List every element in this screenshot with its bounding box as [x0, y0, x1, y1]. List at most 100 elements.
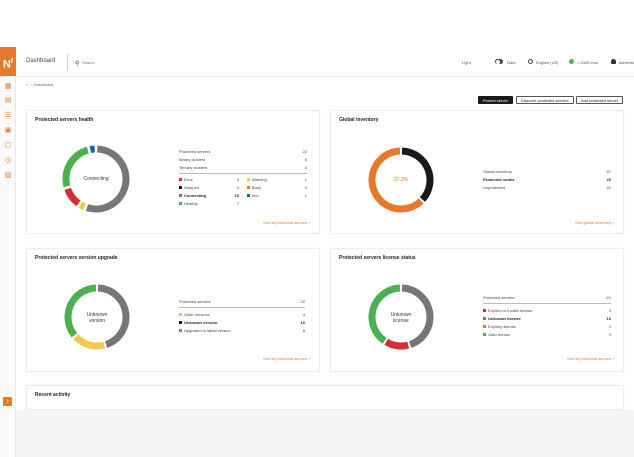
donut-slice-valid-license — [368, 284, 401, 344]
version-center-line2: version — [88, 318, 106, 324]
status-value: 3 — [236, 177, 239, 182]
see-all-protected-servers-link[interactable]: See all protected servers > — [263, 356, 311, 361]
stat-label: Ternary clusters — [179, 165, 208, 170]
discover-protected-servers-button[interactable]: Discover protected servers — [516, 96, 574, 104]
home-icon[interactable]: ⌂ — [26, 82, 30, 88]
donut-slice-error — [64, 187, 81, 207]
see-all-protected-servers-link[interactable]: See all protected servers > — [263, 220, 311, 225]
stat-label: Expiring license — [488, 324, 517, 329]
theme-toggle[interactable] — [495, 59, 503, 64]
license-stats: Protected servers 22 Expired or invalid l… — [483, 295, 611, 343]
status-value: 0 — [304, 185, 307, 190]
donut-slice-unknown-version — [97, 284, 130, 348]
add-protected-server-button[interactable]: Add protected server — [576, 96, 624, 104]
protect-server-button[interactable]: Protect server — [478, 96, 513, 104]
see-global-inventory-link[interactable]: See global inventory > — [575, 220, 615, 225]
status-list-right: Warning 1 Busy 0 Info 1 — [247, 177, 307, 217]
stat-row: Unprotected 42 — [483, 185, 611, 191]
donut-slice-upgraded-to-latest-version — [64, 284, 97, 338]
search-input[interactable] — [82, 58, 116, 66]
stat-row: Protected servers 22 — [483, 295, 611, 301]
stat-value: 4 — [302, 312, 305, 317]
recent-activity-title: Recent activity — [35, 392, 71, 398]
user-icon — [611, 59, 616, 64]
stat-value: 25 — [606, 177, 611, 182]
inventory-center-label: 37.3% — [393, 177, 409, 183]
settings-icon[interactable]: ▧ — [4, 172, 12, 179]
error-swatch — [179, 178, 182, 182]
stat-label: Binary clusters — [179, 157, 206, 162]
top-separator — [67, 54, 68, 71]
status-value: 1 — [304, 177, 307, 182]
stat-value: 10 — [300, 320, 305, 325]
license-center-line2: license — [393, 318, 409, 324]
logo-sup: f — [10, 58, 14, 65]
stat-row: Global inventory 67 — [483, 169, 611, 175]
collapse-sidebar-icon[interactable]: › — [3, 397, 12, 406]
stat-row: Expired or invalid license 3 — [483, 308, 611, 314]
connecting-swatch — [179, 194, 182, 198]
stat-label: Protected servers — [483, 295, 515, 300]
health-card: Protected servers health Connecting Prot… — [26, 110, 320, 234]
status-label: Busy — [252, 185, 261, 190]
stat-value: 3 — [608, 308, 611, 313]
stat-value: 8 — [304, 157, 307, 162]
document-icon[interactable]: ▣ — [4, 127, 12, 134]
status-label: Connecting — [184, 193, 206, 198]
breadcrumb: ⌂ › Dashboard — [26, 82, 54, 88]
language-select[interactable]: English (US) — [536, 60, 559, 65]
status-label: Healthy — [184, 201, 198, 206]
breadcrumb-current: Dashboard — [33, 82, 54, 87]
status-info: Info 1 — [247, 193, 307, 199]
globe-icon — [528, 59, 533, 64]
stat-label: Global inventory — [483, 169, 512, 174]
inventory-donut — [368, 147, 434, 213]
user-menu[interactable]: administrator — [619, 60, 634, 65]
stat-label: Unknown license — [488, 316, 521, 321]
donut-slice-expired-or-invalid-license — [384, 338, 410, 350]
calendar-icon[interactable]: ▢ — [4, 142, 12, 149]
stat-row: Expiring license 0 — [483, 324, 611, 330]
stat-row: Older versions 4 — [179, 312, 305, 318]
version-center-line1: Unknown — [86, 312, 108, 318]
status-error: Error 3 — [179, 177, 239, 183]
search-icon[interactable]: ⚲ — [75, 61, 80, 67]
status-warning: Warning 1 — [247, 177, 307, 183]
stats-divider — [483, 303, 611, 304]
top-bar: Dashboard ⚲ Light Dark English (US) < 24… — [16, 47, 634, 77]
donut-slice-unknown-license — [401, 284, 434, 348]
stat-row: Protected servers 22 — [179, 149, 307, 155]
list-icon[interactable]: ☰ — [4, 112, 12, 119]
older-swatch — [179, 313, 182, 317]
stat-label: Protected servers — [179, 299, 211, 304]
license-title: Protected servers license status — [339, 255, 416, 261]
servers-icon[interactable]: ▤ — [4, 97, 12, 104]
clock-icon[interactable]: ◷ — [4, 157, 12, 164]
expired-swatch — [483, 309, 486, 313]
stat-label: Unknown version — [184, 320, 218, 325]
stat-row: Unknown license 10 — [483, 316, 611, 322]
version-title: Protected servers version upgrade — [35, 255, 118, 261]
status-label: Warning — [252, 177, 267, 182]
license-card: Protected servers license status Unknown… — [330, 248, 624, 372]
donut-slice-protected-nodes — [401, 147, 434, 202]
theme-light-label: Light — [462, 60, 471, 65]
stats-divider — [179, 307, 305, 308]
status-icon — [569, 59, 574, 64]
stat-row: Unknown version 10 — [179, 320, 305, 326]
stat-value: 4 — [304, 165, 307, 170]
donut-slice-unprotected — [368, 147, 424, 213]
status-stopped: Stopped 0 — [179, 185, 239, 191]
see-all-protected-servers-link[interactable]: See all protected servers > — [567, 356, 615, 361]
inventory-title: Global inventory — [339, 117, 379, 123]
logo[interactable]: Nf — [0, 47, 16, 76]
stat-label: Protected nodes — [483, 177, 515, 182]
footer-background — [16, 410, 634, 457]
stat-row: Binary clusters 8 — [179, 157, 307, 163]
stat-label: Valid license — [488, 332, 511, 337]
dashboard-icon[interactable]: ▦ — [4, 83, 12, 90]
stat-row: Valid license 9 — [483, 332, 611, 338]
inventory-stats: Global inventory 67 Protected nodes 25 Unp… — [483, 169, 611, 199]
stat-row: Protected servers 22 — [179, 299, 305, 305]
status-busy: Busy 0 — [247, 185, 307, 191]
